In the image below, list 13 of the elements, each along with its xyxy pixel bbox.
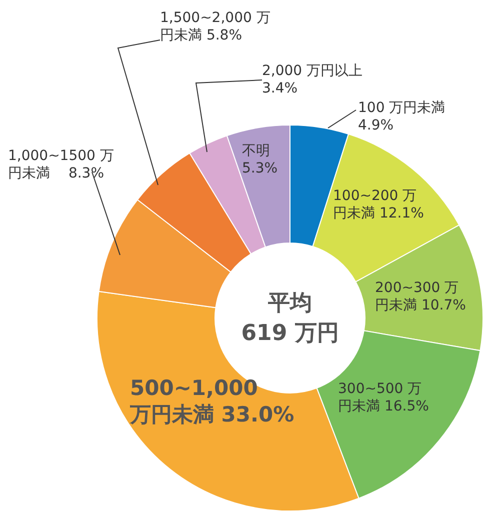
slice-label: 不明 (242, 143, 270, 159)
slice-label: 200~300 万円未満 10.7% (375, 280, 466, 314)
slice-label: 2,000 万円以上 (262, 63, 363, 79)
slice-label: 100~200 万円未満 12.1% (333, 188, 424, 222)
data-label: 4.9% (358, 118, 394, 134)
text: 平均 619 万円 (241, 291, 339, 346)
slice-label: 1,500~2,000 万円未満 5.8% (160, 10, 270, 44)
data-label: 5.3% (242, 160, 278, 176)
slice-label: 1,000~1500 万円未満 8.3% (8, 148, 114, 182)
slice-label: 500~1,000万円未満 33.0% (129, 376, 294, 426)
slice-label: 300~500 万円未満 16.5% (338, 381, 429, 414)
data-label: 3.4% (262, 80, 298, 96)
slice-label: 100 万円未満 (358, 100, 446, 116)
